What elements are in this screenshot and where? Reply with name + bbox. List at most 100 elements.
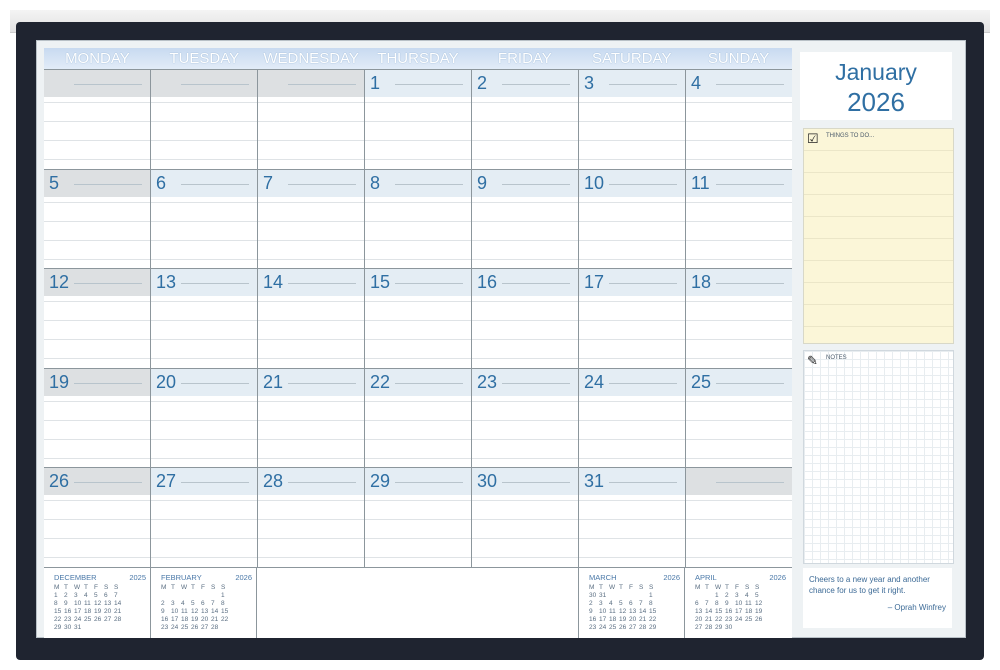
day-cell[interactable]: 26 bbox=[44, 468, 150, 567]
day-cell[interactable]: 12 bbox=[44, 269, 150, 368]
day-cell[interactable]: 20 bbox=[150, 368, 257, 467]
mini-day: 25 bbox=[745, 615, 753, 623]
day-cell[interactable]: 7 bbox=[257, 169, 364, 268]
day-cell[interactable]: 15 bbox=[364, 269, 471, 368]
day-cell[interactable]: 13 bbox=[150, 269, 257, 368]
day-band bbox=[258, 468, 364, 495]
mini-day: 15 bbox=[54, 607, 62, 615]
day-band bbox=[686, 269, 792, 296]
mini-weekday: T bbox=[619, 583, 623, 591]
mini-day: 2 bbox=[725, 591, 729, 599]
day-cell[interactable] bbox=[150, 70, 257, 169]
mini-day: 17 bbox=[171, 615, 179, 623]
mini-day: 29 bbox=[715, 623, 723, 631]
day-band bbox=[365, 468, 471, 495]
day-cell[interactable] bbox=[257, 70, 364, 169]
mini-day bbox=[221, 624, 231, 631]
day-band bbox=[579, 368, 685, 396]
mini-grid: M T W T F S S 1 2 3 4 5 6 7 8 9 10 11 12 13 14 15 16 17 18 19 20 21… bbox=[54, 584, 146, 631]
day-band bbox=[151, 169, 257, 197]
mini-day: 17 bbox=[735, 607, 743, 615]
day-number: 8 bbox=[370, 172, 381, 193]
day-cell[interactable]: 6 bbox=[150, 169, 257, 268]
day-cell[interactable] bbox=[44, 70, 150, 169]
day-cell[interactable]: 27 bbox=[150, 468, 257, 567]
day-cell[interactable]: 3 bbox=[578, 70, 685, 169]
mini-day: 26 bbox=[191, 623, 199, 631]
mini-day: 18 bbox=[84, 607, 92, 615]
day-number: 7 bbox=[263, 172, 274, 193]
mini-day: 20 bbox=[695, 615, 703, 623]
mini-day: 19 bbox=[755, 607, 763, 615]
day-cell[interactable]: 4 bbox=[685, 70, 792, 169]
day-cell[interactable]: 11 bbox=[685, 169, 792, 268]
mini-day: 20 bbox=[629, 615, 637, 623]
day-number: 16 bbox=[477, 272, 498, 292]
day-cell[interactable]: 22 bbox=[364, 368, 471, 467]
day-cell[interactable]: 5 bbox=[44, 169, 150, 268]
day-band bbox=[44, 368, 150, 396]
day-cell[interactable]: 9 bbox=[471, 169, 578, 268]
mini-day bbox=[735, 624, 745, 631]
day-cell[interactable]: 28 bbox=[257, 468, 364, 567]
day-cell[interactable]: 23 bbox=[471, 368, 578, 467]
mini-day: 15 bbox=[715, 607, 723, 615]
day-cell[interactable]: 30 bbox=[471, 468, 578, 567]
day-band bbox=[579, 468, 685, 495]
mini-month: MARCH bbox=[589, 572, 617, 582]
mini-title: APRIL 2026 bbox=[695, 573, 786, 582]
mini-year: 2025 bbox=[129, 572, 146, 582]
day-cell[interactable]: 31 bbox=[578, 468, 685, 567]
day-band bbox=[44, 70, 150, 97]
mini-day: 12 bbox=[191, 607, 199, 615]
day-cell[interactable]: 16 bbox=[471, 269, 578, 368]
day-number: 22 bbox=[370, 371, 391, 392]
day-cell[interactable]: 19 bbox=[44, 368, 150, 467]
mini-day: 18 bbox=[181, 615, 189, 623]
day-cell[interactable]: 10 bbox=[578, 169, 685, 268]
day-number: 5 bbox=[49, 172, 60, 193]
day-cell[interactable]: 25 bbox=[685, 368, 792, 467]
day-cell[interactable]: 1 bbox=[364, 70, 471, 169]
day-cell[interactable]: 24 bbox=[578, 368, 685, 467]
mini-day: 2 bbox=[64, 591, 68, 599]
mini-day: 21 bbox=[639, 615, 647, 623]
notes-box: ✎ NOTES bbox=[803, 350, 954, 564]
week-row: 26 27 28 29 30 31 bbox=[44, 467, 792, 567]
month-name: January bbox=[835, 59, 917, 85]
mini-day: 4 bbox=[745, 591, 749, 599]
day-number: 29 bbox=[370, 471, 391, 491]
mini-day: 22 bbox=[715, 615, 723, 623]
day-cell[interactable] bbox=[685, 468, 792, 567]
mini-day: 17 bbox=[599, 615, 607, 623]
day-cell[interactable]: 2 bbox=[471, 70, 578, 169]
mini-day: 20 bbox=[201, 615, 209, 623]
mini-month: DECEMBER bbox=[54, 572, 97, 582]
day-band bbox=[151, 269, 257, 296]
mini-day: 11 bbox=[84, 599, 91, 607]
day-cell[interactable]: 21 bbox=[257, 368, 364, 467]
day-cell[interactable]: 18 bbox=[685, 269, 792, 368]
mini-day: 28 bbox=[705, 623, 713, 631]
mini-day: 18 bbox=[609, 615, 617, 623]
day-cell[interactable]: 14 bbox=[257, 269, 364, 368]
day-cell[interactable]: 29 bbox=[364, 468, 471, 567]
mini-day bbox=[211, 592, 221, 599]
weekday-sunday: SUNDAY bbox=[707, 50, 770, 67]
mini-day: 1 bbox=[221, 591, 225, 599]
mini-day: 16 bbox=[589, 615, 597, 623]
mini-weekday: S bbox=[649, 583, 654, 591]
mini-day: 9 bbox=[161, 607, 165, 615]
day-cell[interactable]: 8 bbox=[364, 169, 471, 268]
day-number: 28 bbox=[263, 471, 284, 491]
mini-day: 26 bbox=[94, 615, 102, 623]
mini-weekday: S bbox=[104, 583, 109, 591]
mini-day: 12 bbox=[755, 599, 763, 607]
week-row: 19 20 21 22 23 24 25 bbox=[44, 367, 792, 467]
mini-weekday: M bbox=[54, 583, 60, 591]
mini-weekday: F bbox=[94, 583, 98, 591]
mini-day: 11 bbox=[181, 607, 188, 615]
mini-day: 7 bbox=[114, 591, 118, 599]
day-cell[interactable]: 17 bbox=[578, 269, 685, 368]
mini-day: 6 bbox=[201, 599, 205, 607]
